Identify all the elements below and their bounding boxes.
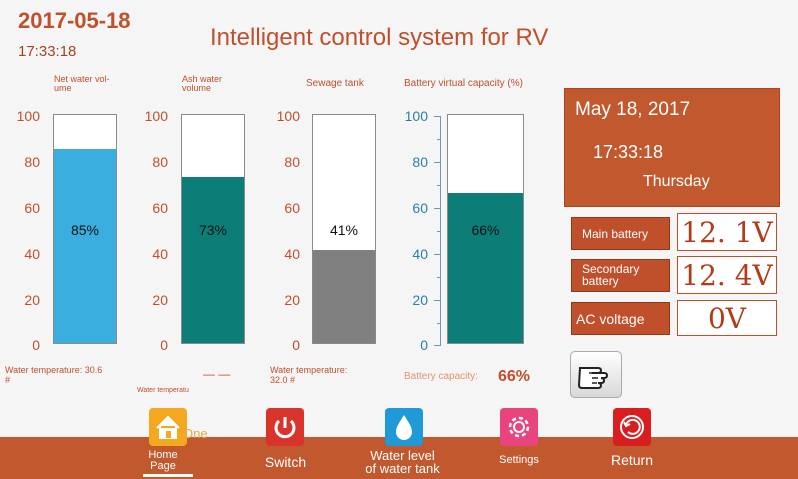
nav-home[interactable]: One Home Page (143, 406, 208, 477)
home-label: Home Page (148, 449, 178, 472)
switch-label: Switch (264, 454, 307, 470)
water-drop-icon (385, 408, 423, 446)
water-level-label: Water level of water tank (365, 448, 440, 476)
page-title: Intelligent control system for RV (210, 24, 549, 51)
power-icon (266, 408, 304, 446)
battery-gauge: 66% (447, 114, 524, 344)
net-water-gauge: 85% (53, 114, 117, 344)
clock-panel: May 18, 2017 17:33:18 Thursday (564, 88, 780, 207)
return-label: Return (610, 452, 654, 468)
nav-settings[interactable]: Settings (495, 406, 545, 476)
home-active-indicator (143, 474, 193, 477)
sewage-scale: 100 80 60 40 20 0 (276, 108, 300, 353)
net-water-scale: 100 80 60 40 20 0 (16, 108, 40, 353)
secondary-battery-value: 12. 4V (677, 256, 777, 294)
water-temperature-1: Water temperature: 30.6 # (5, 365, 103, 385)
battery-fill (448, 192, 523, 343)
battery-scale: 100 80 60 40 20 0 (400, 108, 442, 353)
ash-water-fill (182, 176, 244, 343)
return-icon (613, 408, 651, 446)
home-icon (149, 408, 187, 446)
clock-day: Thursday (643, 173, 710, 190)
ash-water-label: Ash water volume (182, 74, 223, 93)
clock-date: May 18, 2017 (575, 99, 691, 120)
nav-water-level[interactable]: Water level of water tank (355, 406, 455, 476)
nav-switch[interactable]: Switch (258, 406, 318, 476)
battery-capacity-value: 66% (498, 368, 531, 385)
clock-time: 17:33:18 (593, 142, 664, 162)
net-water-percent: 85% (70, 222, 100, 238)
net-water-fill (54, 149, 116, 343)
sewage-percent: 41% (329, 222, 359, 238)
water-temperature-2: Water temperature: 32.0 # (270, 365, 348, 385)
secondary-battery-label: Secondary battery (571, 259, 670, 292)
gear-icon (500, 408, 538, 446)
sewage-gauge: 41% (312, 114, 376, 344)
main-battery-value: 12. 1V (677, 213, 777, 251)
sewage-label: Sewage tank (306, 78, 364, 89)
main-battery-label: Main battery (571, 217, 670, 250)
sewage-fill (313, 249, 375, 343)
battery-capacity-label: Battery capacity: (404, 371, 478, 382)
ac-voltage-label: AC voltage (571, 302, 670, 335)
nav-return[interactable]: Return (606, 406, 661, 476)
battery-gauge-label: Battery virtual capacity (%) (404, 78, 523, 89)
temperature-dashes: — — (203, 367, 231, 381)
water-temperature-small: Water temperatu (137, 387, 189, 394)
home-overlay-text: One (183, 426, 208, 441)
settings-label: Settings (499, 454, 539, 466)
header-date: 2017-05-18 (18, 8, 131, 33)
battery-percent: 66% (471, 222, 500, 238)
ash-water-percent: 73% (198, 222, 228, 238)
pointer-button[interactable] (570, 351, 622, 398)
pointing-hand-icon (577, 367, 609, 389)
ash-water-gauge: 73% (181, 114, 245, 344)
ash-water-scale: 100 80 60 40 20 0 (144, 108, 168, 353)
net-water-label: Net water vol-ume (54, 74, 110, 93)
header-time: 17:33:18 (18, 43, 77, 60)
ac-voltage-value: 0V (677, 300, 777, 336)
